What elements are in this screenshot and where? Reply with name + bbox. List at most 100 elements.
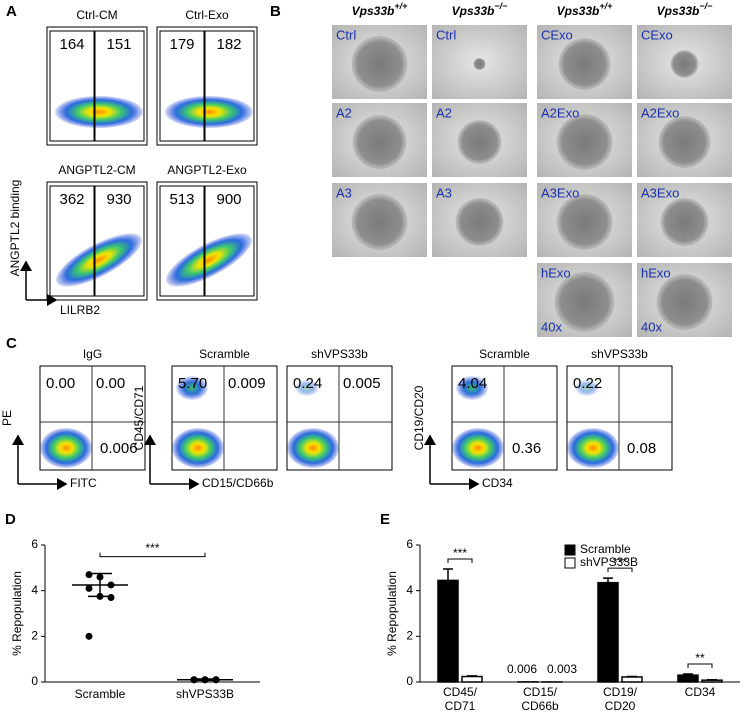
colony <box>556 194 613 250</box>
gate <box>94 30 145 142</box>
gate <box>49 30 95 142</box>
image-label: hExo <box>541 265 571 280</box>
quadrant-value: 0.00 <box>46 375 75 392</box>
y-axis-label: ANGPTL2 binding <box>8 180 22 277</box>
image-label: A3 <box>436 185 452 200</box>
column-header: Vps33b+/+ <box>557 1 613 18</box>
column-header: Vps33b−/− <box>452 1 508 18</box>
cell-cloud <box>452 428 504 468</box>
x-tick-line: CD15/ <box>523 685 558 699</box>
cell-cloud <box>287 428 339 468</box>
image-label: A3 <box>336 185 352 200</box>
plot-title: shVPS33b <box>311 347 368 361</box>
colony <box>351 36 408 92</box>
error-bar <box>193 678 217 682</box>
genotype-name: Vps33b <box>657 4 700 18</box>
x-axis-label: LILRB2 <box>60 303 100 317</box>
genotype: −/− <box>494 1 508 11</box>
plot-title: Scramble <box>199 347 250 361</box>
significance-bracket <box>99 552 206 558</box>
quadrant-value: 0.006 <box>100 440 138 457</box>
quadrant-value: 0.005 <box>343 375 381 392</box>
y-axis-label: CD45/CD71 <box>132 385 146 450</box>
magnification: 40x <box>541 319 562 334</box>
image-label: CExo <box>541 27 573 42</box>
y-tick-label: 0 <box>31 674 38 688</box>
cell-cloud <box>456 376 488 400</box>
data-point <box>85 571 93 579</box>
gate-value: 164 <box>59 36 84 53</box>
plot-title: ANGPTL2-Exo <box>167 163 247 177</box>
plot-title: IgG <box>83 347 102 361</box>
gate-value: 362 <box>59 191 84 208</box>
image-label: Ctrl <box>436 27 456 42</box>
y-tick-label: 4 <box>406 583 413 597</box>
colony <box>473 58 486 70</box>
x-tick-line: CD71 <box>445 699 476 713</box>
column-header: Vps33b+/+ <box>352 1 408 18</box>
magnification: 40x <box>641 319 662 334</box>
bar <box>677 674 699 683</box>
legend-swatch <box>564 557 576 569</box>
gate <box>204 185 255 297</box>
x-tick-label: CD34 <box>685 685 716 699</box>
cell-cloud <box>165 233 253 287</box>
colony <box>554 272 615 332</box>
gate-value: 151 <box>106 36 131 53</box>
significance-label: ** <box>695 651 705 665</box>
gate <box>159 185 205 297</box>
image-label: A2Exo <box>641 105 679 120</box>
y-axis-label: % Repopulation <box>385 571 399 656</box>
colony <box>558 38 611 90</box>
genotype: +/+ <box>394 1 408 11</box>
cell-cloud <box>172 428 224 468</box>
x-axis-label: FITC <box>70 476 97 490</box>
colony <box>670 50 699 78</box>
colony <box>352 115 407 169</box>
value-label: 0.006 <box>507 662 537 676</box>
legend-label: Scramble <box>580 542 631 556</box>
image-label: hExo <box>641 265 671 280</box>
cell-cloud <box>55 96 143 128</box>
plot-title: Scramble <box>479 347 530 361</box>
x-tick-label: Scramble <box>75 687 126 701</box>
x-tick-line: CD19/ <box>603 685 638 699</box>
x-tick-line: CD66b <box>521 699 559 713</box>
gate-value: 179 <box>169 36 194 53</box>
error-bar <box>467 675 477 677</box>
quadrant-value: 4.04 <box>458 375 487 392</box>
cell-cloud <box>295 380 319 396</box>
quadrant-value: 0.08 <box>627 440 656 457</box>
x-tick-label: CD15/CD66b <box>521 685 559 713</box>
bar <box>621 676 643 683</box>
error-bar <box>683 673 693 676</box>
legend-label: shVPS33B <box>580 555 638 569</box>
image-label: A3Exo <box>641 185 679 200</box>
significance-bracket <box>687 663 713 669</box>
image-label: Ctrl <box>336 27 356 42</box>
colony <box>656 274 713 330</box>
colony <box>556 114 613 170</box>
x-tick-label: shVPS33B <box>176 687 234 701</box>
y-tick-label: 2 <box>31 629 38 643</box>
gate <box>94 185 145 297</box>
x-axis-label: CD15/CD66b <box>202 476 274 490</box>
legend-swatch <box>564 544 576 556</box>
plot-title: shVPS33b <box>591 347 648 361</box>
panel-label: D <box>5 511 16 528</box>
significance-bracket <box>447 558 473 563</box>
plot-title: Ctrl-Exo <box>185 8 229 22</box>
cell-cloud <box>176 376 208 400</box>
colony <box>660 198 709 246</box>
y-tick-label: 6 <box>406 537 413 551</box>
y-axis-label: % Repopulation <box>10 571 24 656</box>
value-label: 0.003 <box>547 662 577 676</box>
gate-value: 513 <box>169 191 194 208</box>
error-bar <box>88 572 112 598</box>
image-label: A3Exo <box>541 185 579 200</box>
x-tick-line: CD45/ <box>443 685 478 699</box>
image-label: A2 <box>336 105 352 120</box>
significance-label: *** <box>453 546 467 560</box>
quadrant-value: 0.22 <box>573 375 602 392</box>
